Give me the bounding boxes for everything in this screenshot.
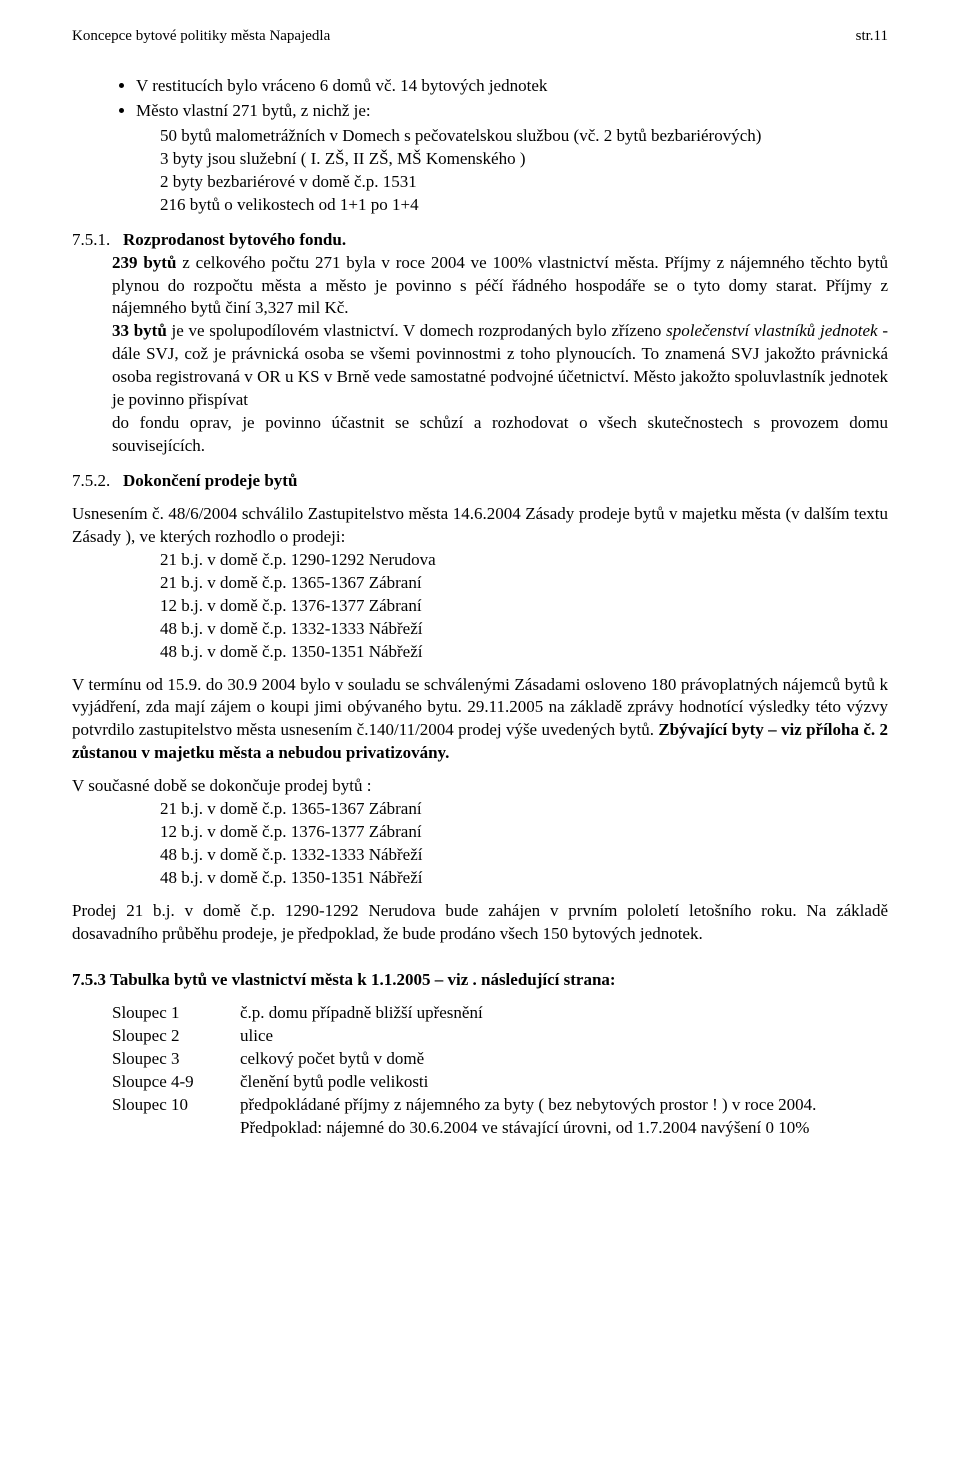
col-label: Sloupec 1 xyxy=(112,1002,240,1025)
bullet-list: V restitucích bylo vráceno 6 domů vč. 14… xyxy=(136,75,888,123)
col-label: Sloupec 10 xyxy=(112,1094,240,1140)
indent-line: 50 bytů malometrážních v Domech s pečova… xyxy=(160,125,888,148)
body-text: z celkového počtu 271 byla v roce 2004 v… xyxy=(112,253,888,318)
list-item: 48 b.j. v domě č.p. 1350-1351 Nábřeží xyxy=(160,641,888,664)
header-left: Koncepce bytové politiky města Napajedla xyxy=(72,28,330,45)
bold-lead: 33 bytů xyxy=(112,321,167,340)
heading-title: Rozprodanost bytového fondu. xyxy=(123,230,346,249)
indent-line: 216 bytů o velikostech od 1+1 po 1+4 xyxy=(160,194,888,217)
indent-line: 3 byty jsou služební ( I. ZŠ, II ZŠ, MŠ … xyxy=(160,148,888,171)
heading-753: 7.5.3 Tabulka bytů ve vlastnictví města … xyxy=(72,970,888,990)
para-752c: V současné době se dokončuje prodej bytů… xyxy=(72,775,888,798)
para-752b: V termínu od 15.9. do 30.9 2004 bylo v s… xyxy=(72,674,888,766)
heading-num: 7.5.2. xyxy=(72,471,110,490)
bold-lead: 239 bytů xyxy=(112,253,176,272)
list-item: 12 b.j. v domě č.p. 1376-1377 Zábraní xyxy=(160,821,888,844)
indent-line: 2 byty bezbariérové v domě č.p. 1531 xyxy=(160,171,888,194)
column-row: Sloupec 10 předpokládané příjmy z nájemn… xyxy=(72,1094,888,1140)
col-desc: celkový počet bytů v domě xyxy=(240,1048,888,1071)
list-item: 48 b.j. v domě č.p. 1332-1333 Nábřeží xyxy=(160,844,888,867)
bullet-2: Město vlastní 271 bytů, z nichž je: xyxy=(136,100,888,123)
list-item: 21 b.j. v domě č.p. 1365-1367 Zábraní xyxy=(160,798,888,821)
col-desc: ulice xyxy=(240,1025,888,1048)
column-row: Sloupec 1 č.p. domu případně bližší upře… xyxy=(72,1002,888,1025)
column-row: Sloupce 4-9 členění bytů podle velikosti xyxy=(72,1071,888,1094)
para-752d: Prodej 21 b.j. v domě č.p. 1290-1292 Ner… xyxy=(72,900,888,946)
list-item: 21 b.j. v domě č.p. 1365-1367 Zábraní xyxy=(160,572,888,595)
col-desc: předpokládané příjmy z nájemného za byty… xyxy=(240,1094,888,1140)
list-item: 48 b.j. v domě č.p. 1332-1333 Nábřeží xyxy=(160,618,888,641)
running-header: Koncepce bytové politiky města Napajedla… xyxy=(72,28,888,45)
heading-751: 7.5.1. Rozprodanost bytového fondu. xyxy=(72,229,888,252)
heading-num: 7.5.1. xyxy=(72,230,110,249)
col-label: Sloupce 4-9 xyxy=(112,1071,240,1094)
col-desc: členění bytů podle velikosti xyxy=(240,1071,888,1094)
body-text: do fondu oprav, je povinno účastnit se s… xyxy=(112,413,888,455)
col-label: Sloupec 2 xyxy=(112,1025,240,1048)
page: Koncepce bytové politiky města Napajedla… xyxy=(0,0,960,1179)
bullet-1: V restitucích bylo vráceno 6 domů vč. 14… xyxy=(136,75,888,98)
heading-752: 7.5.2. Dokončení prodeje bytů xyxy=(72,470,888,493)
body-italic: společenství vlastníků jednotek xyxy=(666,321,877,340)
header-right: str.11 xyxy=(856,28,888,45)
col-desc: č.p. domu případně bližší upřesnění xyxy=(240,1002,888,1025)
body-751: 239 bytů z celkového počtu 271 byla v ro… xyxy=(112,252,888,458)
column-row: Sloupec 3 celkový počet bytů v domě xyxy=(72,1048,888,1071)
list-item: 21 b.j. v domě č.p. 1290-1292 Nerudova xyxy=(160,549,888,572)
para-752a: Usnesením č. 48/6/2004 schválilo Zastupi… xyxy=(72,503,888,549)
list-item: 12 b.j. v domě č.p. 1376-1377 Zábraní xyxy=(160,595,888,618)
list-item: 48 b.j. v domě č.p. 1350-1351 Nábřeží xyxy=(160,867,888,890)
col-label: Sloupec 3 xyxy=(112,1048,240,1071)
body-text: je ve spolupodílovém vlastnictví. V dome… xyxy=(167,321,666,340)
heading-title: Dokončení prodeje bytů xyxy=(123,471,297,490)
column-row: Sloupec 2 ulice xyxy=(72,1025,888,1048)
